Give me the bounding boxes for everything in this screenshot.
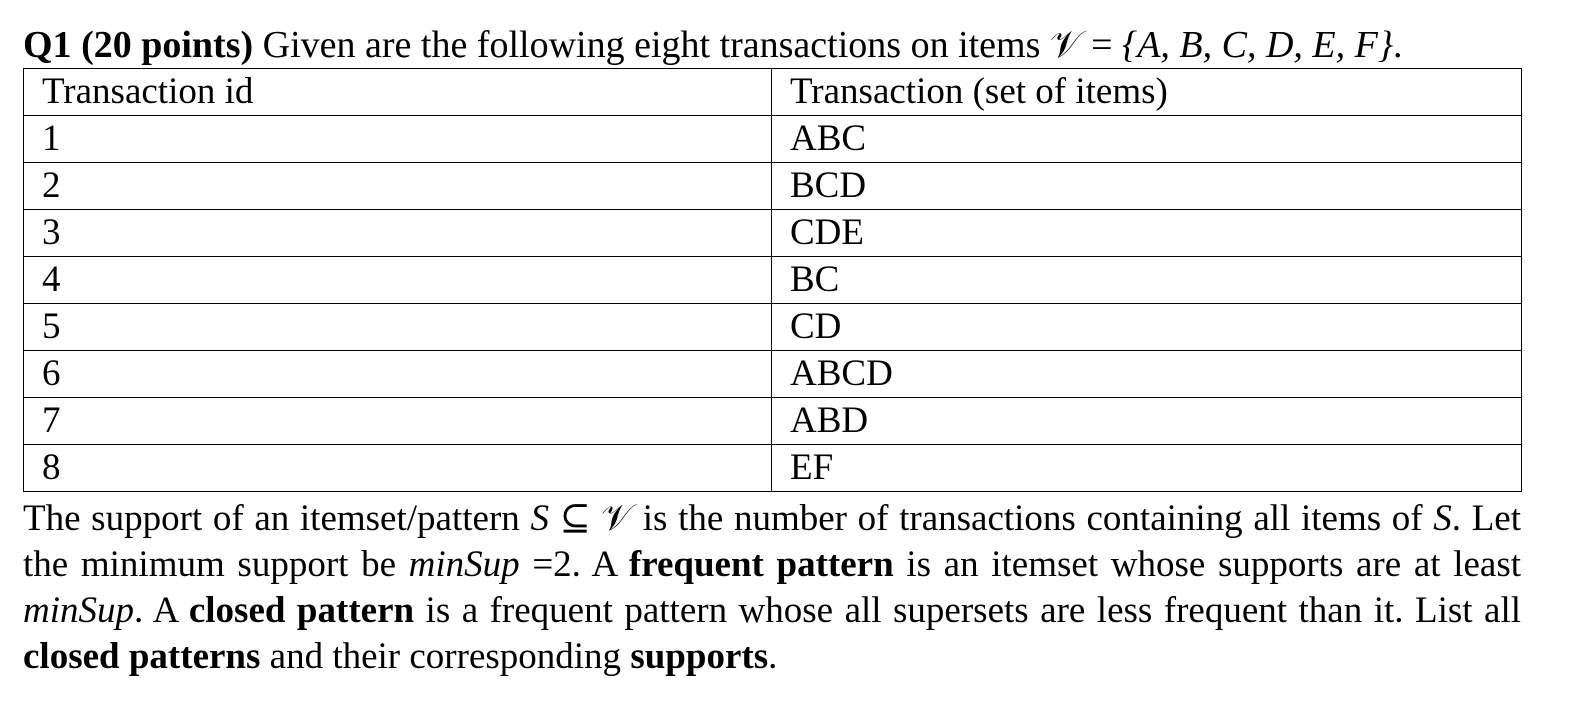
question-document: Q1 (20 points) Given are the following e… — [23, 20, 1522, 680]
transaction-id-cell: 4 — [23, 256, 772, 304]
problem-description: The support of an itemset/pattern S ⊆ 𝒱 … — [23, 496, 1521, 680]
transactions-table: Transaction id Transaction (set of items… — [23, 68, 1522, 492]
transaction-id-cell: 8 — [23, 444, 772, 492]
minsup-symbol: minSup — [408, 544, 520, 585]
question-heading: Q1 (20 points) Given are the following e… — [23, 20, 1521, 70]
table-row: 4 BC — [23, 256, 1522, 304]
description-text: The support of an itemset/pattern — [23, 498, 531, 539]
table-header-row: Transaction id Transaction (set of items… — [23, 68, 1522, 116]
table-row: 8 EF — [23, 444, 1522, 492]
description-text: and their corresponding — [260, 636, 631, 677]
description-text: is an itemset whose supports are at leas… — [893, 544, 1521, 585]
term-frequent-pattern: frequent pattern — [628, 544, 894, 585]
transaction-items-cell: CDE — [771, 209, 1522, 257]
transaction-id-cell: 2 — [23, 162, 772, 210]
transaction-id-cell: 7 — [23, 397, 772, 445]
transaction-items-cell: ABD — [771, 397, 1522, 445]
question-intro: Given are the following eight transactio… — [253, 24, 1050, 66]
table-row: 2 BCD — [23, 162, 1522, 210]
symbol-s: S — [530, 498, 549, 539]
subset-symbol: ⊆ — [548, 498, 602, 539]
term-supports: supports — [630, 636, 769, 677]
table-row: 7 ABD — [23, 397, 1522, 445]
question-number: Q1 — [23, 24, 72, 66]
description-text: is a frequent pattern whose all superset… — [414, 590, 1522, 631]
question-heading-end: . — [1393, 24, 1403, 66]
description-text: . — [768, 636, 778, 677]
description-text: =2. A — [519, 544, 629, 585]
table-row: 5 CD — [23, 303, 1522, 351]
table-row: 3 CDE — [23, 209, 1522, 257]
table-row: 6 ABCD — [23, 350, 1522, 398]
description-text: is the number of transactions containing… — [632, 498, 1434, 539]
transaction-items-cell: EF — [771, 444, 1522, 492]
term-closed-patterns: closed patterns — [23, 636, 261, 677]
transaction-id-cell: 5 — [23, 303, 772, 351]
transaction-items-cell: BCD — [771, 162, 1522, 210]
transaction-items-cell: CD — [771, 303, 1522, 351]
description-text: . Let the minimum support be — [23, 498, 1521, 585]
symbol-s: S — [1433, 498, 1452, 539]
transaction-items-cell: ABCD — [771, 350, 1522, 398]
item-set-symbol: 𝒱 — [1049, 24, 1082, 66]
transaction-items-cell: ABC — [771, 115, 1522, 163]
term-closed-pattern: closed pattern — [188, 590, 415, 631]
header-transaction-id: Transaction id — [23, 68, 772, 116]
transaction-id-cell: 6 — [23, 350, 772, 398]
question-points: (20 points) — [81, 24, 254, 66]
table-row: 1 ABC — [23, 115, 1522, 163]
header-transaction-items: Transaction (set of items) — [771, 68, 1522, 116]
item-set-symbol: 𝒱 — [601, 498, 633, 539]
minsup-symbol: minSup — [23, 590, 134, 631]
transaction-id-cell: 1 — [23, 115, 772, 163]
transaction-id-cell: 3 — [23, 209, 772, 257]
item-set-members: {A, B, C, D, E, F} — [1122, 24, 1394, 66]
description-text: . A — [134, 590, 189, 631]
transaction-items-cell: BC — [771, 256, 1522, 304]
set-equals: = — [1081, 24, 1122, 66]
